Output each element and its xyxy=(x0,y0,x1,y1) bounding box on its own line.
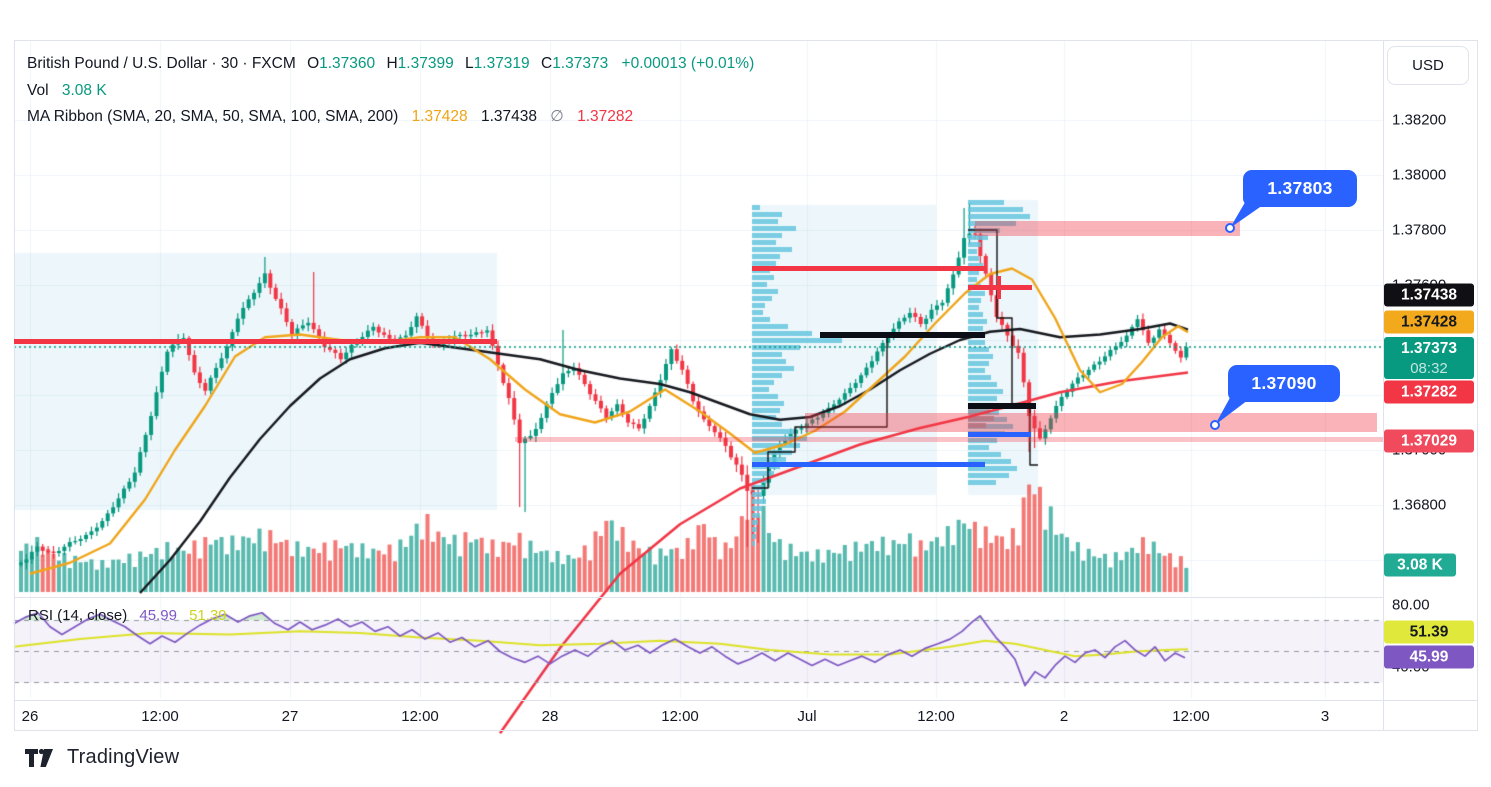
price-tick-1.36800: 1.36800 xyxy=(1392,496,1447,514)
time-tick-27: 27 xyxy=(281,708,299,725)
time-axis[interactable]: 26 12:00 27 12:00 28 12:00 Jul 12:00 2 12:00 3 xyxy=(14,701,1383,731)
ohlc-l-value: 1.37319 xyxy=(473,55,530,72)
ohlc-c-value: 1.37373 xyxy=(552,55,609,72)
ma-ribbon-legend[interactable]: MA Ribbon (SMA, 20, SMA, 50, SMA, 100, S… xyxy=(27,107,633,126)
ohlc-change: +0.00013 (+0.01%) xyxy=(621,55,755,72)
time-tick-12:00: 12:00 xyxy=(141,708,179,725)
sma100-empty-icon: ∅ xyxy=(550,108,564,125)
currency-button[interactable]: USD xyxy=(1387,46,1469,85)
price-label-1.37438: 1.37438 xyxy=(1384,283,1474,307)
ma-ribbon-label: MA Ribbon (SMA, 20, SMA, 50, SMA, 100, S… xyxy=(27,108,399,125)
price-tick-80.00: 80.00 xyxy=(1392,596,1430,614)
tradingview-brand[interactable]: TradingView xyxy=(25,746,179,769)
time-axis-divider xyxy=(14,700,1478,701)
time-tick-26: 26 xyxy=(21,708,39,725)
rsi-value: 45.99 xyxy=(139,607,177,624)
countdown-text: 08:32 xyxy=(1410,360,1448,377)
rsi-legend[interactable]: RSI (14, close) 45.99 51.39 xyxy=(28,607,227,624)
price-tick-1.38000: 1.38000 xyxy=(1392,166,1447,184)
price-axis-divider xyxy=(1383,40,1384,731)
time-tick-12:00: 12:00 xyxy=(1172,708,1210,725)
price-label-text: 1.37282 xyxy=(1400,383,1458,401)
tradingview-brand-text: TradingView xyxy=(67,746,180,768)
rsi-label: RSI (14, close) xyxy=(28,607,128,624)
price-label-text: 1.37428 xyxy=(1400,313,1458,331)
price-label-3.08 K: 3.08 K xyxy=(1384,553,1456,577)
chart-frame xyxy=(14,40,1478,731)
ohlc-o-label: O xyxy=(307,55,320,72)
currency-button-label: USD xyxy=(1412,57,1444,74)
sma50-value: 1.37438 xyxy=(480,108,537,125)
price-label-text: 45.99 xyxy=(1409,648,1449,666)
price-label-text: 1.37029 xyxy=(1400,432,1458,450)
ohlc-h-value: 1.37399 xyxy=(397,55,454,72)
price-label-text: 1.37373 xyxy=(1400,340,1458,357)
price-label-text: 51.39 xyxy=(1409,623,1449,641)
price-label-text: 3.08 K xyxy=(1397,556,1443,574)
ohlc-o-value: 1.37360 xyxy=(319,55,376,72)
volume-value: 3.08 K xyxy=(61,82,107,99)
volume-label: Vol xyxy=(27,82,49,99)
ohlc-h-label: H xyxy=(386,55,398,72)
price-axis[interactable]: 1.382001.380001.378001.376001.370001.368… xyxy=(1384,40,1478,700)
price-label-1.37029: 1.37029 xyxy=(1384,429,1474,453)
price-label-1.37428: 1.37428 xyxy=(1384,310,1474,334)
ohlc-c-label: C xyxy=(540,55,553,72)
price-label-51.39: 51.39 xyxy=(1384,620,1474,644)
time-tick-12:00: 12:00 xyxy=(661,708,699,725)
symbol-legend[interactable]: British Pound / U.S. Dollar · 30 · FXCM … xyxy=(27,55,754,73)
time-tick-12:00: 12:00 xyxy=(917,708,955,725)
rsi-ma-value: 51.39 xyxy=(189,607,227,624)
sma20-value: 1.37428 xyxy=(411,108,468,125)
pane-divider[interactable] xyxy=(14,597,1383,598)
time-tick-2: 2 xyxy=(1059,708,1069,725)
time-tick-12:00: 12:00 xyxy=(401,708,439,725)
time-tick-3: 3 xyxy=(1320,708,1330,725)
time-tick-28: 28 xyxy=(541,708,559,725)
volume-legend[interactable]: Vol 3.08 K xyxy=(27,82,107,100)
sma200-value: 1.37282 xyxy=(577,108,634,125)
price-label-1.37282: 1.37282 xyxy=(1384,380,1474,404)
price-label-45.99: 45.99 xyxy=(1384,645,1474,669)
symbol-title: British Pound / U.S. Dollar · 30 · FXCM xyxy=(27,55,296,72)
price-tick-1.37800: 1.37800 xyxy=(1392,221,1447,239)
price-label-1.37373: 1.37373 08:32 xyxy=(1384,337,1474,379)
tradingview-logo xyxy=(25,748,53,767)
price-tick-1.38200: 1.38200 xyxy=(1392,111,1447,129)
ohlc-l-label: L xyxy=(465,55,474,72)
price-label-text: 1.37438 xyxy=(1400,286,1458,304)
time-tick-Jul: Jul xyxy=(797,708,817,725)
